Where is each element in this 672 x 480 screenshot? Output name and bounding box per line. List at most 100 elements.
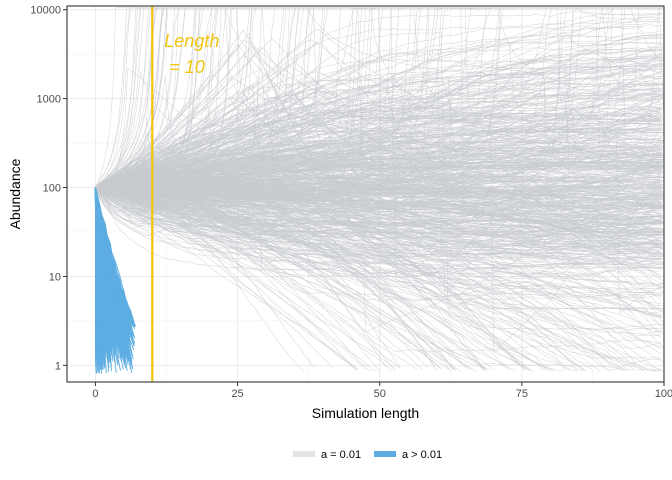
y-tick-label: 10: [49, 271, 61, 283]
series-line-a-eq: [95, 162, 662, 237]
series-line-a-eq: [95, 34, 662, 225]
series-line-a-eq: [95, 150, 662, 238]
series-line-a-eq: [95, 29, 665, 310]
series-line-a-eq: [95, 187, 661, 352]
series-line-a-eq: [95, 13, 665, 188]
series-line-a-eq: [95, 130, 662, 188]
y-tick-label: 10000: [30, 5, 61, 17]
series-line-a-eq: [95, 187, 663, 230]
legend-label-a-gt: a > 0.01: [402, 449, 442, 461]
series-line-a-eq: [95, 39, 665, 188]
series-line-a-eq: [95, 124, 663, 233]
series-line-a-eq: [95, 172, 661, 190]
series-line-a-eq: [95, 33, 665, 330]
series-line-a-eq: [95, 149, 663, 189]
series-line-a-eq: [95, 155, 664, 294]
series-line-a-eq: [95, 100, 665, 207]
series-line-a-eq: [95, 67, 662, 188]
series-line-a-eq: [95, 28, 665, 188]
series-line-a-eq: [95, 40, 663, 188]
series-line-a-eq: [95, 176, 660, 210]
x-tick-label: 25: [231, 388, 243, 400]
series-line-a-eq: [95, 145, 663, 188]
series-line-a-eq: [95, 187, 664, 330]
series-line-a-eq: [95, 187, 546, 371]
series-line-a-eq: [95, 169, 663, 200]
series-line-a-eq: [95, 178, 663, 333]
series-line-a-eq: [95, 113, 664, 188]
series-line-a-eq: [95, 156, 661, 259]
series-line-a-gt: [94, 187, 122, 326]
series-line-a-eq: [95, 187, 664, 301]
series-line-a-eq: [95, 187, 397, 370]
series-line-a-gt: [94, 187, 116, 325]
series-line-a-eq: [95, 155, 664, 188]
series-line-a-eq: [95, 107, 665, 237]
series-line-a-eq: [95, 186, 664, 245]
series-line-a-eq: [95, 187, 452, 371]
series-line-a-eq: [95, 109, 665, 188]
series-line-a-eq: [95, 25, 644, 189]
panel-border: [66, 5, 665, 383]
series-line-a-eq: [95, 77, 665, 188]
series-line-a-eq: [95, 130, 662, 216]
series-line-a-eq: [95, 185, 562, 372]
series-line-a-eq: [95, 34, 664, 188]
series-line-a-gt: [94, 187, 111, 343]
series-blue-lines: [94, 187, 136, 374]
series-line-a-eq: [95, 170, 662, 226]
y-tick-label: 1: [55, 360, 61, 372]
series-line-a-eq: [95, 108, 665, 188]
series-line-a-eq: [95, 85, 662, 201]
series-line-a-eq: [95, 187, 664, 235]
series-line-a-eq: [95, 187, 664, 335]
series-line-a-eq: [95, 7, 664, 212]
series-line-a-eq: [95, 106, 665, 189]
series-line-a-eq: [95, 71, 665, 189]
series-line-a-eq: [95, 76, 663, 188]
x-tick-label: 100: [655, 388, 672, 400]
series-line-a-eq: [95, 160, 664, 190]
series-line-a-gt: [94, 187, 120, 364]
series-line-a-eq: [95, 187, 663, 200]
series-line-a-eq: [95, 187, 662, 206]
series-line-a-eq: [95, 180, 661, 313]
series-line-a-eq: [95, 128, 663, 190]
series-line-a-eq: [95, 96, 665, 189]
series-line-a-eq: [95, 96, 665, 188]
series-line-a-eq: [95, 151, 662, 372]
series-line-a-eq: [95, 57, 664, 189]
series-line-a-eq: [95, 187, 660, 248]
series-line-a-eq: [95, 7, 663, 199]
reference-label-line1: Length: [164, 31, 219, 51]
series-line-a-eq: [95, 187, 664, 256]
series-line-a-eq: [95, 187, 661, 275]
series-line-a-eq: [95, 66, 662, 188]
series-line-a-eq: [95, 179, 663, 264]
series-line-a-eq: [95, 91, 665, 231]
series-line-a-eq: [95, 160, 644, 372]
series-line-a-eq: [95, 160, 664, 189]
legend-label-a-eq: a = 0.01: [321, 449, 361, 461]
series-line-a-eq: [95, 94, 664, 188]
series-line-a-eq: [95, 186, 587, 372]
series-line-a-eq: [95, 187, 657, 372]
series-line-a-eq: [95, 90, 665, 224]
series-line-a-eq: [95, 55, 665, 195]
series-line-a-eq: [95, 187, 663, 230]
series-line-a-eq: [95, 45, 665, 188]
series-line-a-eq: [95, 107, 664, 188]
series-line-a-gt: [94, 187, 131, 357]
series-line-a-eq: [95, 40, 665, 207]
series-line-a-eq: [95, 128, 662, 188]
x-tick-label: 50: [374, 388, 386, 400]
series-line-a-eq: [95, 47, 665, 252]
series-line-a-eq: [95, 180, 660, 232]
series-line-a-eq: [95, 158, 663, 246]
x-tick-label: 75: [516, 388, 528, 400]
series-line-a-eq: [95, 187, 661, 235]
series-grey-lines: [95, 7, 665, 372]
series-line-a-eq: [95, 70, 664, 190]
y-tick-label: 1000: [37, 94, 61, 106]
